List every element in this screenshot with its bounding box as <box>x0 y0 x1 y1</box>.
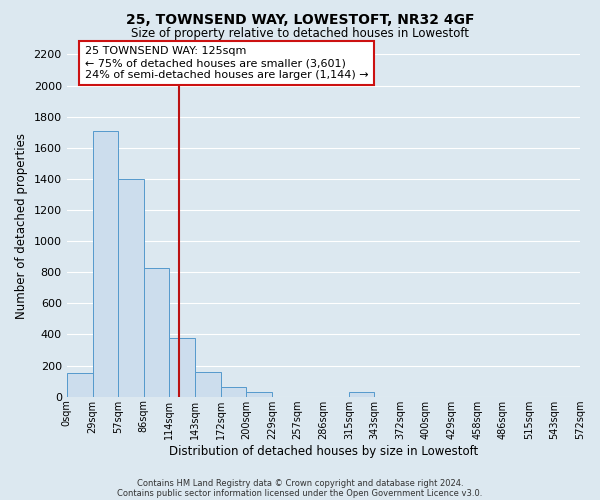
Text: Contains HM Land Registry data © Crown copyright and database right 2024.: Contains HM Land Registry data © Crown c… <box>137 478 463 488</box>
Text: 25 TOWNSEND WAY: 125sqm
← 75% of detached houses are smaller (3,601)
24% of semi: 25 TOWNSEND WAY: 125sqm ← 75% of detache… <box>85 46 368 80</box>
Bar <box>246 392 272 396</box>
Bar <box>67 372 92 396</box>
Text: Contains public sector information licensed under the Open Government Licence v3: Contains public sector information licen… <box>118 488 482 498</box>
Bar <box>221 386 246 396</box>
Y-axis label: Number of detached properties: Number of detached properties <box>15 132 28 318</box>
Text: 25, TOWNSEND WAY, LOWESTOFT, NR32 4GF: 25, TOWNSEND WAY, LOWESTOFT, NR32 4GF <box>126 12 474 26</box>
Bar <box>118 179 144 396</box>
Bar <box>169 338 195 396</box>
Bar <box>349 392 374 396</box>
Bar <box>92 130 118 396</box>
Bar <box>195 372 221 396</box>
Bar <box>144 268 169 396</box>
Text: Size of property relative to detached houses in Lowestoft: Size of property relative to detached ho… <box>131 28 469 40</box>
X-axis label: Distribution of detached houses by size in Lowestoft: Distribution of detached houses by size … <box>169 444 478 458</box>
